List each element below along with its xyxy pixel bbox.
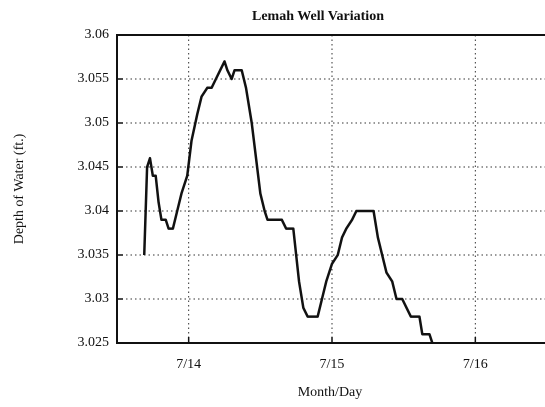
x-tick-label: 7/15 <box>320 357 345 372</box>
y-tick-label: 3.05 <box>85 115 110 130</box>
x-tick-label: 7/14 <box>176 357 201 372</box>
x-tick-label: 7/16 <box>463 357 488 372</box>
y-tick-label: 3.025 <box>78 335 110 350</box>
y-axis-label: Depth of Water (ft.) <box>12 133 27 244</box>
chart-title: Lemah Well Variation <box>252 9 384 24</box>
data-line <box>142 60 434 344</box>
y-tick-label: 3.045 <box>78 159 110 174</box>
y-tick-label: 3.06 <box>85 27 110 42</box>
plot-frame <box>116 34 545 344</box>
x-axis-label: Month/Day <box>298 385 363 400</box>
y-tick-label: 3.055 <box>78 71 110 86</box>
y-tick-label: 3.04 <box>85 203 110 218</box>
y-tick-label: 3.035 <box>78 247 110 262</box>
y-tick-label: 3.03 <box>85 291 110 306</box>
